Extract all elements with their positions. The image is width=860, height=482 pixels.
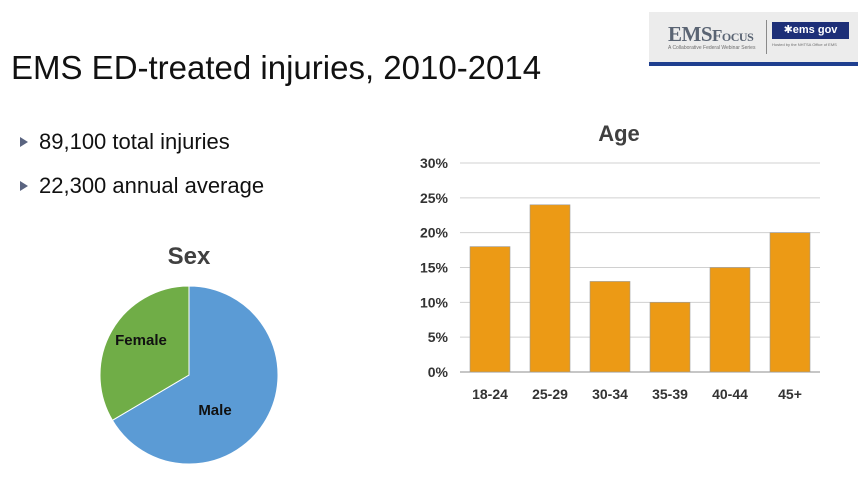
bullet-text-total: 89,100 total injuries [39,129,230,154]
bar-x-tick-label: 40-44 [712,386,748,402]
bar-x-tick-label: 18-24 [472,386,508,402]
bar-y-tick-label: 0% [428,364,449,380]
pie-title: Sex [168,243,211,270]
bar-18-24 [469,246,511,373]
logo-divider [766,20,767,54]
emsfocus-logo: EMSFocus A Collaborative Federal Webinar… [649,12,858,66]
bar-y-tick-label: 15% [420,260,449,276]
bar-x-tick-label: 30-34 [592,386,628,402]
bar-x-tick-label: 25-29 [532,386,568,402]
triangle-bullet-icon [20,181,28,191]
bar-45+ [769,232,811,373]
triangle-bullet-icon [20,137,28,147]
logo-focus-text: Focus [712,26,754,45]
bar-x-tick-label: 45+ [778,386,802,402]
bar-y-tick-label: 5% [428,329,449,345]
bar-gridlines [460,162,820,373]
bar-x-tick-labels: 18-24 25-29 30-34 35-39 40-44 45+ [472,386,802,402]
logo-tagline: A Collaborative Federal Webinar Series [668,45,756,51]
logo-gov-tagline: Hosted by the NHTSA Office of EMS [772,42,837,47]
pie-label-male: Male [198,402,231,419]
bar-title: Age [598,121,640,146]
pie-slice-female [99,285,190,421]
bar-40-44 [709,267,751,373]
bar-25-29 [529,204,571,373]
pie-slices: Male Female [99,285,279,465]
pie-slice-male [111,285,279,465]
bar-35-39 [649,302,691,373]
pie-label-female: Female [115,332,167,349]
ems-gov-badge: ✱ems gov [772,22,849,39]
sex-pie-chart: Sex Male Female [99,243,279,465]
bar-y-tick-label: 20% [420,225,449,241]
bar-30-34 [589,281,631,373]
bar-y-tick-label: 25% [420,190,449,206]
bar-y-tick-label: 10% [420,294,449,310]
logo-emsfocus-wordmark: EMSFocus [668,22,754,47]
bullet-text-annual: 22,300 annual average [39,173,265,198]
bar-y-tick-labels: 0% 5% 10% 15% 20% 25% 30% [420,155,449,380]
bar-y-tick-label: 30% [420,155,449,171]
bar-x-tick-label: 35-39 [652,386,688,402]
age-bar-chart: Age 0% 5% 10% 15% 20% 25% 30% 18-24 25-29 30-34 3… [420,121,820,402]
bar-bars [469,204,811,373]
slide-title: EMS ED-treated injuries, 2010-2014 [11,49,542,86]
logo-ems-text: EMS [668,22,713,46]
